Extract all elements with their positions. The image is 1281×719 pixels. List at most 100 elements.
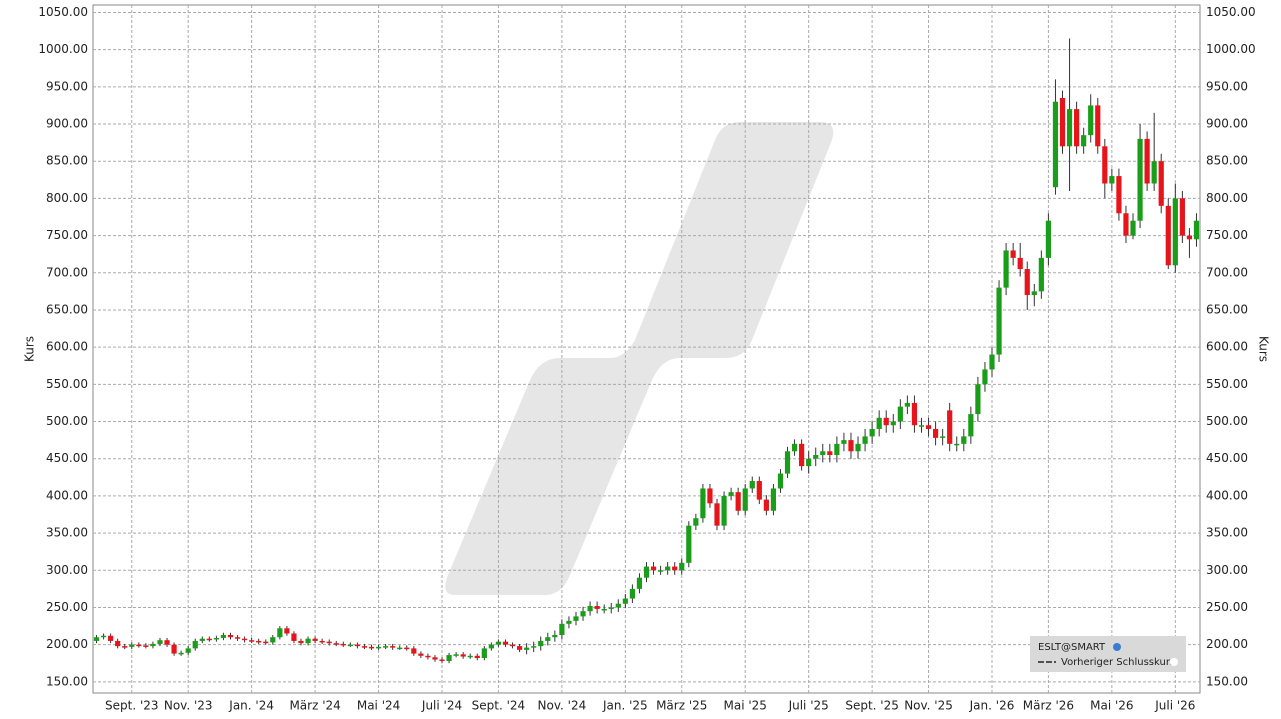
candle-body [1066, 109, 1073, 147]
candle-body [390, 646, 396, 648]
candle-body [1130, 220, 1136, 236]
candle-body [643, 566, 650, 578]
y2-tick-label: 1000.00 [1206, 42, 1256, 56]
candle-body [1172, 198, 1178, 266]
candle-body [199, 638, 205, 641]
candle-body [784, 451, 791, 474]
y2-tick-label: 700.00 [1206, 265, 1248, 279]
y2-tick-label: 600.00 [1206, 340, 1248, 354]
candle-body [890, 421, 896, 426]
candle-body [869, 428, 875, 437]
y-tick-label: 950.00 [46, 79, 88, 93]
y2-tick-label: 300.00 [1206, 563, 1248, 577]
legend-icon [1113, 643, 1121, 651]
y-tick-label: 550.00 [46, 377, 88, 391]
y-tick-label: 700.00 [46, 265, 88, 279]
y2-tick-label: 200.00 [1206, 637, 1248, 651]
candle-body [721, 495, 727, 526]
legend-symbol: ESLT@SMART [1038, 642, 1106, 653]
y-tick-label: 450.00 [46, 451, 88, 465]
candle-body [799, 443, 805, 467]
candle-body [354, 644, 361, 647]
legend-toggle[interactable] [1170, 658, 1178, 666]
candle-body [1038, 257, 1044, 292]
x-tick-label: Jan. '24 [228, 699, 274, 713]
candle-body [115, 640, 121, 647]
candle-body [735, 492, 741, 511]
candle-body [756, 481, 762, 500]
candle-body [601, 608, 607, 611]
x-tick-label: März '24 [289, 699, 340, 713]
candle-body [1010, 250, 1016, 258]
candle-body [178, 652, 184, 655]
candle-body [538, 640, 544, 647]
y2-tick-label: 1050.00 [1206, 5, 1256, 19]
legend-line-label: Vorheriger Schlusskurs [1061, 657, 1175, 668]
candle-body [1095, 105, 1101, 147]
x-tick-label: Juli '26 [1154, 699, 1195, 713]
candle-body [1165, 205, 1171, 266]
candle-body [425, 655, 431, 658]
candle-body [122, 646, 128, 648]
candle-body [446, 655, 452, 662]
candle-body [925, 425, 932, 429]
x-tick-label: Sept. '23 [105, 699, 159, 713]
x-tick-label: Nov. '24 [538, 699, 587, 713]
x-tick-label: Mai '24 [357, 699, 400, 713]
candle-body [996, 287, 1002, 355]
x-tick-label: Nov. '23 [164, 699, 213, 713]
candle-body [947, 410, 953, 444]
candle-body [848, 440, 854, 452]
candle-body [312, 638, 318, 641]
candle-body [1074, 109, 1080, 147]
y-tick-label: 150.00 [46, 674, 88, 688]
candle-body [968, 414, 974, 437]
candle-body [432, 657, 438, 660]
y-tick-label: 250.00 [46, 600, 88, 614]
candle-body [573, 616, 579, 621]
candle-body [552, 634, 558, 638]
candle-body [679, 562, 685, 571]
candle-body [404, 647, 410, 650]
y-tick-label: 1000.00 [38, 42, 88, 56]
y2-axis-label: Kurs [1257, 336, 1271, 362]
candle-body [277, 628, 283, 638]
candle-body [658, 570, 664, 572]
candle-body [883, 417, 889, 426]
y2-tick-label: 550.00 [1206, 377, 1248, 391]
candle-body [1116, 176, 1122, 214]
candle-body [580, 611, 586, 617]
candle-body [728, 492, 734, 496]
candle-body [763, 499, 769, 511]
y-tick-label: 1050.00 [38, 5, 88, 19]
candle-body [813, 454, 819, 459]
candle-body [820, 451, 826, 455]
candle-body [213, 637, 219, 640]
candle-body [249, 640, 255, 642]
candle-body [918, 425, 925, 427]
candle-body [531, 646, 537, 648]
candle-body [1088, 105, 1094, 136]
candle-body [714, 503, 720, 526]
candle-body [185, 648, 191, 653]
x-tick-label: Nov. '25 [904, 699, 953, 713]
watermark [445, 122, 834, 595]
y2-tick-label: 850.00 [1206, 154, 1248, 168]
candle-body [291, 633, 297, 641]
candle-body [129, 644, 135, 647]
candle-body [954, 443, 960, 446]
y2-tick-label: 750.00 [1206, 228, 1248, 242]
candle-body [495, 641, 502, 645]
candle-body [418, 653, 424, 656]
candle-body [1045, 220, 1052, 258]
candle-body [615, 603, 621, 608]
candle-body [1179, 198, 1185, 236]
candle-body [1024, 269, 1030, 296]
candle-body [270, 637, 276, 643]
candle-body [397, 647, 403, 650]
candle-body [855, 443, 861, 452]
y2-tick-label: 450.00 [1206, 451, 1248, 465]
candle-body [594, 605, 600, 609]
x-tick-label: März '26 [1023, 699, 1074, 713]
